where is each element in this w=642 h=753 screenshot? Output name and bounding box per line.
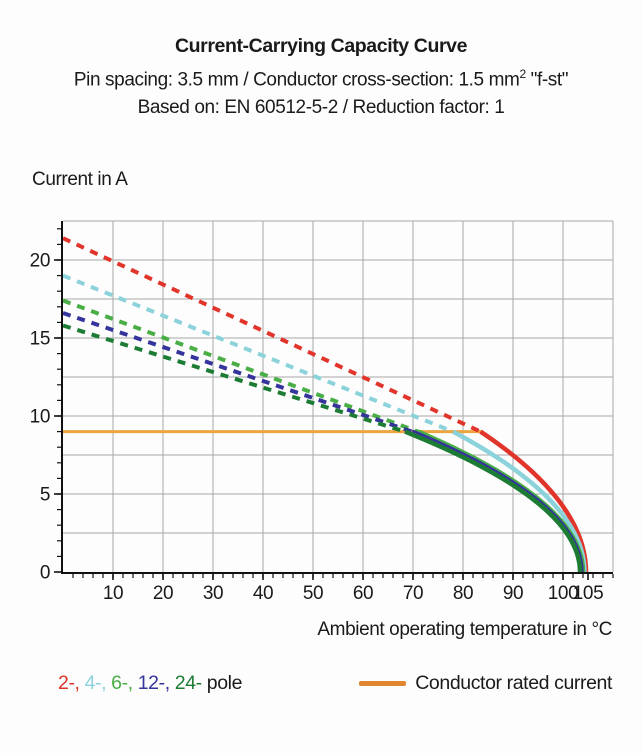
series-2-pole-dashed <box>62 236 482 434</box>
x-tick-label: 70 <box>403 583 423 604</box>
legend-pole-4-label: 4-, <box>84 672 112 694</box>
legend-pole-6-label: 6-, <box>111 672 138 694</box>
legend-pole-2-label: 2-, <box>58 672 85 694</box>
x-tick-label: 90 <box>503 583 523 604</box>
x-tick-label: 30 <box>203 583 223 604</box>
x-tick-label: 80 <box>453 583 473 604</box>
x-tick-label: 105 <box>573 583 604 604</box>
x-tick-label: 60 <box>353 583 373 604</box>
x-tick-label: 40 <box>253 583 273 604</box>
series-12-pole-dashed <box>62 311 413 434</box>
series-24-pole-solid <box>404 429 583 573</box>
x-tick-label: 50 <box>303 583 323 604</box>
chart-basis-line: Based on: EN 60512-5-2 / Reduction facto… <box>137 97 505 119</box>
y-tick-label: 20 <box>30 251 50 272</box>
y-tick-label: 0 <box>40 563 50 584</box>
series-4-pole-solid <box>451 429 587 573</box>
chart-header: Current-Carrying Capacity Curve Pin spac… <box>0 32 642 122</box>
subtitle-text: Pin spacing: 3.5 mm / Conductor cross-se… <box>73 69 520 91</box>
legend-pole-12-label: 12-, <box>137 672 175 694</box>
rated-current-label: Conductor rated current <box>415 672 612 694</box>
y-tick-label: 15 <box>30 329 50 350</box>
y-tick-label: 5 <box>40 485 50 506</box>
x-tick-label: 20 <box>153 583 173 604</box>
x-tick-label: 10 <box>103 583 123 604</box>
subtitle-suffix: "f-st" <box>525 69 569 91</box>
legend-pole-items: 2-, 4-, 6-, 12-, 24- pole <box>58 672 242 695</box>
legend-pole-suffix: pole <box>201 672 243 694</box>
chart-subtitle: Pin spacing: 3.5 mm / Conductor cross-se… <box>0 60 642 94</box>
chart-title: Current-Carrying Capacity Curve <box>174 35 468 57</box>
legend-pole-24-label: 24- <box>174 672 202 694</box>
x-axis-title: Ambient operating temperature in °C <box>317 619 612 640</box>
y-tick-label: 10 <box>30 407 50 428</box>
y-axis-title: Current in A <box>32 169 128 190</box>
subtitle-superscript: 2 <box>519 67 526 81</box>
rated-current-swatch <box>359 681 407 686</box>
series-4-pole-dashed <box>62 273 454 434</box>
legend-rated-current: Conductor rated current <box>359 672 612 695</box>
series-12-pole-solid <box>411 429 584 573</box>
chart-legend: 2-, 4-, 6-, 12-, 24- pole Conductor rate… <box>58 672 612 695</box>
x-tick-label: 100 <box>548 583 579 604</box>
series-6-pole-dashed <box>62 298 419 434</box>
